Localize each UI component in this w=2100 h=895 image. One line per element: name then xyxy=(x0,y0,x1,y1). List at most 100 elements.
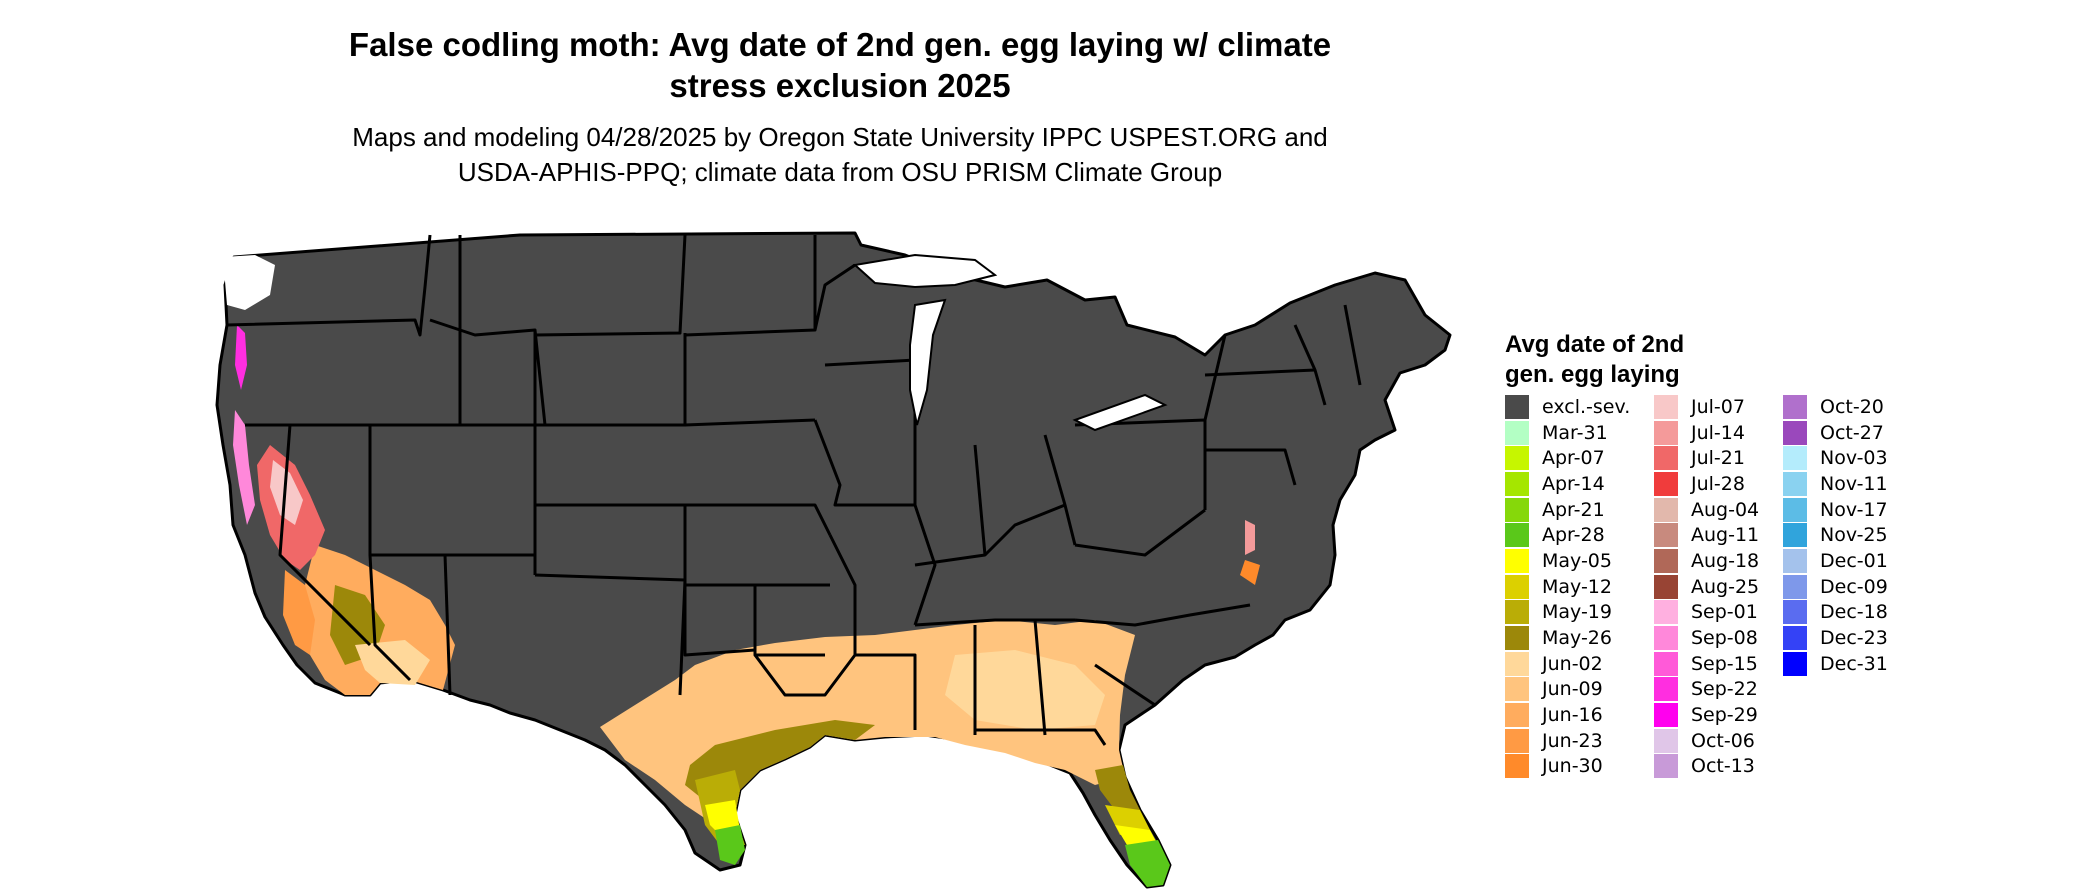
legend-swatch xyxy=(1505,446,1529,471)
legend-label: Jun-23 xyxy=(1542,729,1603,752)
legend-swatch xyxy=(1505,703,1529,728)
legend-swatch xyxy=(1783,548,1807,573)
legend-item: Dec-31 xyxy=(1783,651,1888,677)
legend-swatch xyxy=(1505,471,1529,496)
legend-swatch xyxy=(1505,548,1529,573)
legend-item: Dec-18 xyxy=(1783,600,1888,626)
legend-item: May-05 xyxy=(1505,548,1630,574)
map-title-line-2: stress exclusion 2025 xyxy=(669,67,1011,104)
legend-label: Aug-11 xyxy=(1691,524,1760,547)
legend-item: Oct-06 xyxy=(1654,728,1759,754)
legend-swatch xyxy=(1783,471,1807,496)
legend-column-2: Jul-07 Jul-14 Jul-21 Jul-28 Aug-04 Aug-11 Aug-… xyxy=(1654,394,1759,779)
map-title-line-1: False codling moth: Avg date of 2nd gen.… xyxy=(348,26,1332,63)
legend-swatch xyxy=(1654,523,1678,548)
legend-label: Dec-31 xyxy=(1820,652,1888,675)
legend-label: Jun-09 xyxy=(1542,678,1603,701)
legend-swatch xyxy=(1654,497,1678,522)
legend-label: Aug-25 xyxy=(1691,575,1760,598)
legend-swatch xyxy=(1654,548,1678,573)
legend-swatch xyxy=(1654,471,1678,496)
zone-apr-florida xyxy=(1125,840,1170,887)
legend-label: Dec-23 xyxy=(1820,627,1888,650)
legend-swatch xyxy=(1654,626,1678,651)
legend-label: Aug-04 xyxy=(1691,498,1760,521)
legend-item: Oct-27 xyxy=(1783,420,1888,446)
legend-label: Dec-01 xyxy=(1820,549,1888,572)
legend-label: Dec-18 xyxy=(1820,601,1888,624)
us-phenology-map xyxy=(215,231,1452,889)
legend-item: Jul-07 xyxy=(1654,394,1759,420)
legend-swatch xyxy=(1783,523,1807,548)
legend-item: Dec-23 xyxy=(1783,625,1888,651)
legend-swatch xyxy=(1783,394,1807,419)
legend-swatch xyxy=(1505,677,1529,702)
legend-label: Oct-27 xyxy=(1820,421,1884,444)
legend-item: Dec-01 xyxy=(1783,548,1888,574)
zone-may12-florida xyxy=(1105,805,1150,835)
state-borders xyxy=(226,234,1362,746)
legend-label: Nov-25 xyxy=(1820,524,1888,547)
legend-label: Dec-09 xyxy=(1820,575,1888,598)
legend-item: Nov-17 xyxy=(1783,497,1888,523)
legend-item: Jun-16 xyxy=(1505,702,1630,728)
lake-michigan xyxy=(909,298,947,426)
legend-swatch xyxy=(1505,420,1529,445)
legend-item: Jul-28 xyxy=(1654,471,1759,497)
legend-label: May-19 xyxy=(1542,601,1612,624)
legend-item: Apr-21 xyxy=(1505,497,1630,523)
legend-swatch xyxy=(1654,446,1678,471)
legend-label: Oct-13 xyxy=(1691,755,1755,778)
legend-title-line-2: gen. egg laying xyxy=(1505,361,1680,388)
zone-may-florida xyxy=(1095,765,1140,810)
legend-label: Apr-14 xyxy=(1542,472,1605,495)
legend-item: Jun-30 xyxy=(1505,754,1630,780)
legend-column-1: excl.-sev. Mar-31 Apr-07 Apr-14 Apr-21 Apr-28… xyxy=(1505,394,1630,779)
legend-label: excl.-sev. xyxy=(1542,395,1631,418)
map-subtitle-line-1: Maps and modeling 04/28/2025 by Oregon S… xyxy=(352,122,1328,152)
legend-swatch xyxy=(1654,394,1678,419)
legend-item: Jun-02 xyxy=(1505,651,1630,677)
legend-swatch xyxy=(1783,420,1807,445)
zone-jun-carolina xyxy=(1240,560,1260,585)
legend-label: May-12 xyxy=(1542,575,1612,598)
legend-label: Sep-29 xyxy=(1691,704,1758,727)
legend-item: excl.-sev. xyxy=(1505,394,1630,420)
legend-item: Oct-13 xyxy=(1654,754,1759,780)
legend-item: Aug-25 xyxy=(1654,574,1759,600)
legend-item: May-12 xyxy=(1505,574,1630,600)
legend-swatch xyxy=(1505,523,1529,548)
legend-label: Nov-11 xyxy=(1820,472,1888,495)
legend-swatch xyxy=(1654,600,1678,625)
zone-sep-oregon xyxy=(235,325,247,390)
legend-label: May-26 xyxy=(1542,627,1612,650)
legend-item: Sep-01 xyxy=(1654,600,1759,626)
legend-item: Apr-28 xyxy=(1505,522,1630,548)
legend-label: Sep-22 xyxy=(1691,678,1758,701)
legend-swatch xyxy=(1783,574,1807,599)
legend-swatch xyxy=(1505,394,1529,419)
legend-item: Aug-04 xyxy=(1654,497,1759,523)
zone-jun-light xyxy=(945,650,1105,730)
zone-sep-calcoast xyxy=(233,410,255,525)
legend-item: Dec-09 xyxy=(1783,574,1888,600)
legend-label: Apr-07 xyxy=(1542,447,1605,470)
legend-item: Nov-11 xyxy=(1783,471,1888,497)
legend-label: Jun-02 xyxy=(1542,652,1603,675)
legend-swatch xyxy=(1783,600,1807,625)
map-subtitle: Maps and modeling 04/28/2025 by Oregon S… xyxy=(240,120,1440,190)
us-landmass xyxy=(215,231,1452,889)
legend-item: Sep-15 xyxy=(1654,651,1759,677)
legend-swatch xyxy=(1505,574,1529,599)
legend-swatch xyxy=(1783,626,1807,651)
zone-jul07-california xyxy=(270,460,303,525)
legend-swatch xyxy=(1654,728,1678,753)
legend-item: Nov-25 xyxy=(1783,522,1888,548)
legend-label: Jul-28 xyxy=(1691,472,1745,495)
legend-label: Jun-16 xyxy=(1542,704,1603,727)
zone-jul-delmarva xyxy=(1245,520,1255,555)
legend-swatch xyxy=(1505,626,1529,651)
lake-superior xyxy=(852,253,998,289)
legend-item: Sep-08 xyxy=(1654,625,1759,651)
legend-label: May-05 xyxy=(1542,549,1612,572)
